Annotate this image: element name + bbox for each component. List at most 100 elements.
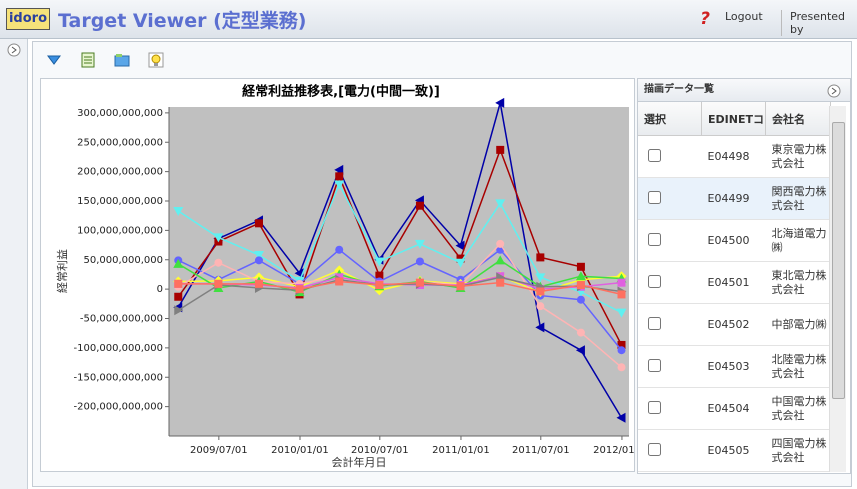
data-point xyxy=(174,279,183,288)
data-point xyxy=(173,258,184,268)
edinet-code: E04505 xyxy=(701,429,766,472)
data-table: 選択 EDINETコ 会社名 E04498 東京電力株式会社 E04499 関西電力株式会社… xyxy=(638,102,831,472)
folder-tool[interactable] xyxy=(114,52,130,68)
x-tick-label: 2010/07/01 xyxy=(351,445,409,456)
series-line xyxy=(177,147,623,346)
y-tick-label: 150,000,000,000 xyxy=(77,196,163,207)
expand-button[interactable] xyxy=(0,39,27,69)
data-point xyxy=(415,201,424,210)
y-tick-label: -100,000,000,000 xyxy=(74,343,164,354)
table-row[interactable]: E04500 北海道電力㈱ xyxy=(638,219,831,262)
edinet-code: E04502 xyxy=(701,303,766,346)
company-name: 東京電力株式会社 xyxy=(765,135,831,178)
data-point xyxy=(254,256,263,265)
data-point xyxy=(495,97,505,108)
app-title: Target Viewer (定型業務) xyxy=(58,10,307,32)
data-point xyxy=(495,199,506,209)
company-name: 中部電力㈱ xyxy=(765,303,831,346)
data-point xyxy=(456,282,465,291)
chart-panel: 経常利益推移表,[電力(中間一致)] 経常利益 会計年月日 300,000,00… xyxy=(40,78,635,472)
data-point xyxy=(455,240,465,251)
company-name: 中国電力株式会社 xyxy=(765,387,831,430)
data-point xyxy=(254,219,263,228)
series-line xyxy=(177,182,622,314)
chart-title: 経常利益推移表,[電力(中間一致)] xyxy=(242,84,440,100)
data-point xyxy=(616,308,627,318)
row-checkbox[interactable] xyxy=(648,232,661,246)
data-point xyxy=(496,278,505,287)
list-tool[interactable] xyxy=(80,52,96,68)
data-point xyxy=(375,281,384,290)
edinet-code: E04503 xyxy=(701,345,766,388)
chart: 経常利益推移表,[電力(中間一致)] 経常利益 会計年月日 300,000,00… xyxy=(55,84,634,470)
data-point xyxy=(617,363,626,372)
row-checkbox[interactable] xyxy=(648,148,661,162)
table-body: E04498 東京電力株式会社 E04499 関西電力株式会社 E04500 北海道電力㈱… xyxy=(638,135,831,472)
logo[interactable]: idoro xyxy=(6,8,50,30)
row-checkbox[interactable] xyxy=(648,400,661,414)
company-name: 四国電力株式会社 xyxy=(765,429,831,472)
y-tick-label: 100,000,000,000 xyxy=(77,225,163,236)
collapse-button[interactable] xyxy=(826,83,842,99)
x-tick-label: 2009/07/01 xyxy=(190,445,248,456)
scrollbar[interactable] xyxy=(829,106,846,472)
table-row[interactable]: E04502 中部電力㈱ xyxy=(638,303,831,346)
row-checkbox[interactable] xyxy=(648,190,661,204)
row-checkbox[interactable] xyxy=(648,442,661,456)
help-icon[interactable]: ? xyxy=(696,9,714,27)
data-point xyxy=(496,239,505,248)
data-point xyxy=(174,292,183,301)
data-point xyxy=(617,340,626,349)
table-row[interactable]: E04498 東京電力株式会社 xyxy=(638,135,831,178)
column-header[interactable]: 会社名 xyxy=(765,102,831,136)
row-checkbox[interactable] xyxy=(648,358,661,372)
filter-tool[interactable] xyxy=(46,52,62,68)
side-panel xyxy=(0,39,28,489)
y-tick-label: -50,000,000,000 xyxy=(80,314,163,325)
y-axis-label: 経常利益 xyxy=(55,249,69,293)
data-point xyxy=(335,172,344,181)
data-point xyxy=(536,287,545,296)
y-tick-label: -200,000,000,000 xyxy=(74,402,164,413)
data-point xyxy=(335,245,344,254)
data-point xyxy=(214,279,223,288)
data-point xyxy=(214,258,223,267)
data-point xyxy=(575,345,585,356)
data-point xyxy=(617,346,626,355)
data-point xyxy=(617,278,626,287)
table-row[interactable]: E04501 東北電力株式会社 xyxy=(638,261,831,304)
table-row[interactable]: E04499 関西電力株式会社 xyxy=(638,177,831,220)
data-point xyxy=(536,253,545,262)
edinet-code: E04504 xyxy=(701,387,766,430)
select-cell xyxy=(638,303,702,346)
svg-text:?: ? xyxy=(700,9,710,27)
table-row[interactable]: E04505 四国電力株式会社 xyxy=(638,429,831,472)
table-row[interactable]: E04503 北陸電力株式会社 xyxy=(638,345,831,388)
x-tick-label: 2011/01/01 xyxy=(432,445,490,456)
data-point xyxy=(253,251,264,261)
row-checkbox[interactable] xyxy=(648,274,661,288)
data-point xyxy=(173,206,184,216)
data-point xyxy=(456,254,465,263)
column-header[interactable]: 選択 xyxy=(638,102,702,136)
series-line xyxy=(177,102,623,419)
idea-tool[interactable] xyxy=(148,52,164,68)
presented-by: Presented by xyxy=(781,10,857,36)
data-point xyxy=(335,277,344,286)
table-row[interactable]: E04504 中国電力株式会社 xyxy=(638,387,831,430)
row-checkbox[interactable] xyxy=(648,316,661,330)
header-row: 選択 EDINETコ 会社名 xyxy=(638,102,831,136)
logout-link[interactable]: Logout xyxy=(725,10,763,23)
select-cell xyxy=(638,135,702,178)
data-list-title: 描画データ一覧 xyxy=(638,79,850,102)
data-point xyxy=(496,145,505,154)
header: idoro Target Viewer (定型業務) ? Logout Pres… xyxy=(0,0,857,39)
data-point xyxy=(617,290,626,299)
x-tick-label: 2010/01/01 xyxy=(271,445,329,456)
data-point xyxy=(576,295,585,304)
edinet-code: E04501 xyxy=(701,261,766,304)
data-point xyxy=(374,285,385,296)
company-name: 北海道電力㈱ xyxy=(765,219,831,262)
data-point xyxy=(535,273,546,283)
column-header[interactable]: EDINETコ xyxy=(701,102,766,136)
